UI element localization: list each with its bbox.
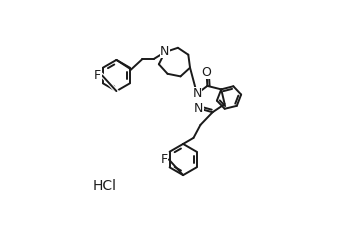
Text: N: N: [160, 45, 170, 58]
Text: HCl: HCl: [93, 178, 117, 193]
Text: N: N: [194, 102, 204, 115]
Text: F: F: [94, 69, 101, 82]
Text: N: N: [192, 87, 202, 100]
Text: F: F: [160, 153, 167, 166]
Text: O: O: [202, 65, 211, 79]
